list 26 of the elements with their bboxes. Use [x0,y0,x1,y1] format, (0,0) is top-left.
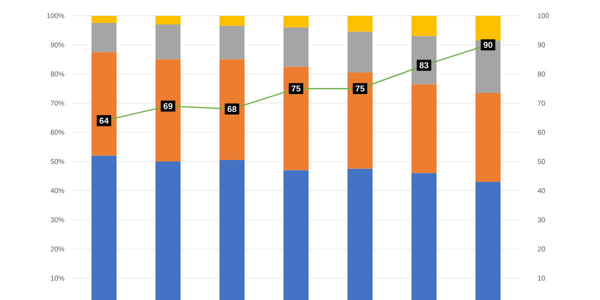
bar [476,92,501,182]
bar [412,16,437,36]
data-label: 68 [228,106,236,112]
bar [220,16,245,26]
data-label: 90 [484,42,492,48]
bar [348,16,373,32]
bar [284,16,309,28]
bar [92,16,116,23]
bar [92,52,116,156]
bar [476,16,501,40]
bar [92,22,116,52]
bar [348,32,373,73]
data-label: 75 [292,86,300,92]
data-label: 69 [164,103,172,110]
bar [284,66,309,170]
bar [348,72,373,169]
bar [156,59,180,162]
data-label: 83 [420,62,428,68]
bar [156,24,180,60]
bar [220,59,245,160]
bar [220,26,245,60]
bar [156,16,180,24]
bar [412,84,437,174]
data-label: 64 [100,118,109,124]
bar [284,27,309,67]
data-label: 75 [356,86,364,92]
